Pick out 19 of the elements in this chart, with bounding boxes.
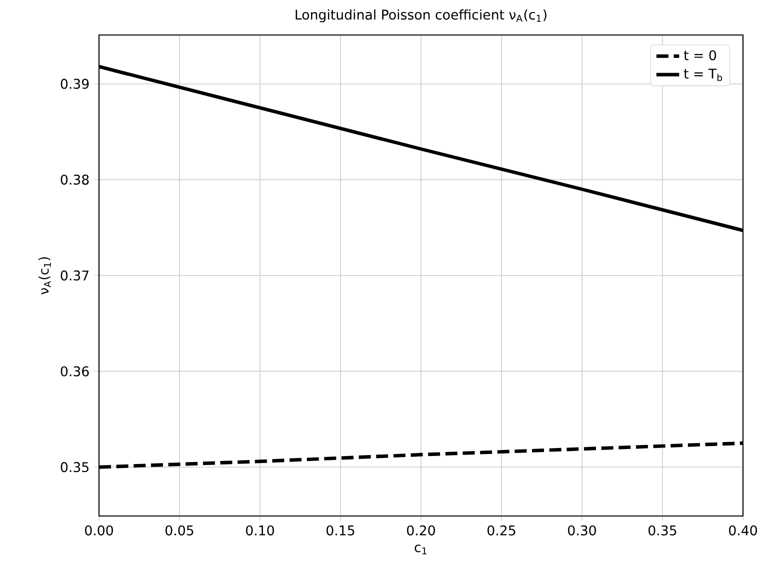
- x-tick-label: 0.40: [729, 525, 757, 536]
- y-tick-label: 0.38: [60, 174, 89, 185]
- x-axis-title: c$_{1}$: [414, 544, 426, 554]
- x-tick-label: 0.30: [568, 525, 596, 536]
- x-tick-label: 0.20: [407, 525, 435, 536]
- x-tick-label: 0.00: [85, 525, 113, 536]
- x-tick-label: 0.15: [326, 525, 354, 536]
- y-tick-label: 0.35: [60, 462, 88, 472]
- y-tick-label: 0.36: [60, 366, 89, 376]
- y-axis-title: ν$_{A}$(c$_{1}$): [38, 257, 51, 294]
- chart-title: Longitudinal Poisson coefficient ν$_{A}$(c$_{1}$): [296, 9, 546, 22]
- legend-label: t = T$_{b}$: [684, 68, 722, 82]
- x-tick-label: 0.05: [166, 525, 194, 536]
- y-tick-label: 0.39: [60, 78, 89, 89]
- y-tick-label: 0.37: [60, 270, 88, 281]
- x-tick-label: 0.10: [246, 525, 274, 536]
- x-tick-label: 0.25: [488, 525, 516, 536]
- x-tick-label: 0.35: [648, 525, 676, 536]
- legend-label: t = 0: [684, 50, 716, 60]
